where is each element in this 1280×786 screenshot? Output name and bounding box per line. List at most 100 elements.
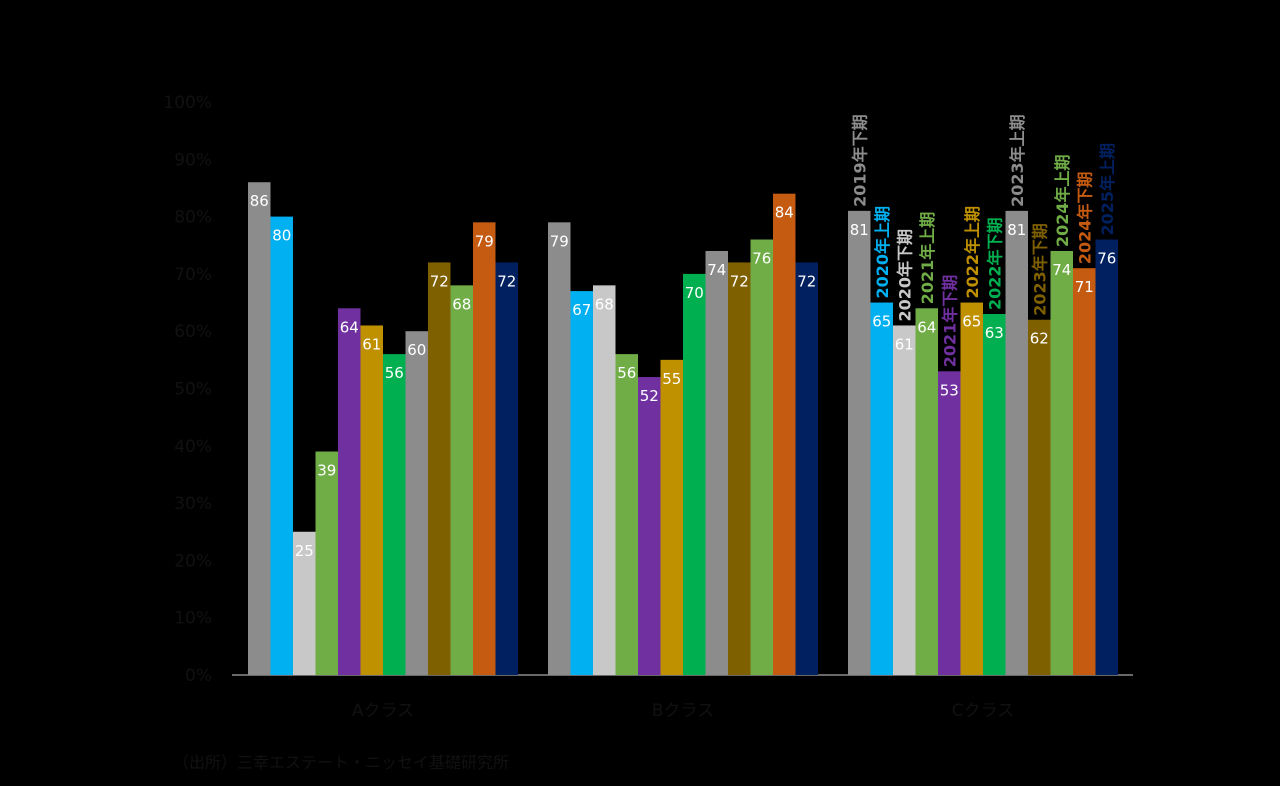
- bar-value-label: 79: [475, 232, 494, 250]
- y-tick-label: 0%: [185, 666, 212, 686]
- bar: [293, 531, 316, 675]
- bar: [1028, 319, 1051, 675]
- bar: [315, 451, 338, 675]
- y-tick-label: 40%: [174, 437, 212, 457]
- bar: [450, 285, 473, 675]
- bar: [893, 325, 916, 675]
- bar: [473, 222, 496, 675]
- series-label: 2019年下期: [850, 114, 869, 207]
- bar-value-label: 61: [362, 335, 381, 353]
- x-category-label: Bクラス: [652, 701, 714, 721]
- bar: [1095, 239, 1118, 675]
- bar: [915, 308, 938, 675]
- bar-value-label: 74: [707, 261, 726, 279]
- bar-value-label: 55: [662, 370, 681, 388]
- bar: [960, 302, 983, 675]
- bar: [383, 354, 406, 675]
- bar: [983, 314, 1006, 675]
- y-tick-label: 80%: [174, 208, 212, 228]
- bar-value-label: 68: [452, 295, 471, 313]
- bar-value-label: 72: [730, 272, 749, 290]
- bar-value-label: 72: [430, 272, 449, 290]
- bar: [1005, 210, 1028, 675]
- bar-value-label: 67: [572, 301, 591, 319]
- bar-value-label: 84: [775, 204, 794, 222]
- bar-value-label: 80: [272, 227, 291, 245]
- bar: [705, 250, 728, 676]
- series-label: 2021年上期: [918, 212, 937, 305]
- series-label: 2025年上期: [1098, 143, 1117, 236]
- y-tick-label: 100%: [163, 93, 212, 113]
- bar-value-label: 52: [640, 387, 659, 405]
- bar: [593, 285, 616, 675]
- y-tick-label: 70%: [174, 265, 212, 285]
- bar-value-label: 65: [872, 313, 891, 331]
- series-label: 2024年下期: [1075, 172, 1094, 265]
- bar: [548, 222, 571, 675]
- series-label: 2022年下期: [985, 217, 1004, 310]
- bar: [728, 262, 751, 675]
- series-label: 2020年上期: [873, 206, 892, 299]
- series-label: 2023年上期: [1008, 114, 1027, 207]
- bar: [638, 377, 661, 675]
- bar-value-label: 65: [962, 313, 981, 331]
- bar-value-label: 79: [550, 232, 569, 250]
- bar: [683, 273, 706, 675]
- bar-value-label: 71: [1075, 278, 1094, 296]
- bar: [848, 210, 871, 675]
- bar-value-label: 60: [407, 341, 426, 359]
- bar-value-label: 56: [617, 364, 636, 382]
- series-label: 2020年下期: [895, 229, 914, 322]
- bar: [773, 193, 796, 675]
- bar: [360, 325, 383, 675]
- bar: [338, 308, 361, 675]
- bar: [615, 354, 638, 675]
- bar-value-label: 76: [752, 250, 771, 268]
- bar: [1050, 250, 1073, 676]
- bar: [660, 359, 683, 675]
- bar-value-label: 64: [340, 318, 359, 336]
- bar: [270, 216, 293, 675]
- bar-value-label: 86: [250, 192, 269, 210]
- bar-value-label: 56: [385, 364, 404, 382]
- bar: [495, 262, 518, 675]
- bar-value-label: 70: [685, 284, 704, 302]
- series-label: 2024年上期: [1053, 154, 1072, 247]
- bar: [795, 262, 818, 675]
- bar-value-label: 68: [595, 295, 614, 313]
- y-tick-label: 90%: [174, 150, 212, 170]
- bar: [405, 331, 428, 675]
- bar-value-label: 81: [850, 221, 869, 239]
- bar-value-label: 39: [317, 462, 336, 480]
- bar: [1073, 268, 1096, 675]
- y-tick-label: 10%: [174, 609, 212, 629]
- series-label: 2021年下期: [940, 275, 959, 368]
- y-tick-label: 30%: [174, 494, 212, 514]
- bar-value-label: 62: [1030, 330, 1049, 348]
- bar-value-label: 81: [1007, 221, 1026, 239]
- y-tick-label: 60%: [174, 322, 212, 342]
- x-category-label: Cクラス: [952, 701, 1015, 721]
- source-note: （出所）三幸エステート・ニッセイ基礎研究所: [173, 753, 510, 772]
- series-label: 2022年上期: [963, 206, 982, 299]
- bar-value-label: 72: [797, 272, 816, 290]
- bar-value-label: 53: [940, 381, 959, 399]
- bar: [750, 239, 773, 675]
- bar: [870, 302, 893, 675]
- bar: [428, 262, 451, 675]
- bar-value-label: 25: [295, 542, 314, 560]
- y-tick-label: 20%: [174, 551, 212, 571]
- y-tick-label: 50%: [174, 380, 212, 400]
- bar-value-label: 63: [985, 324, 1004, 342]
- bar-value-label: 72: [497, 272, 516, 290]
- series-label: 2023年下期: [1030, 223, 1049, 316]
- bar-value-label: 61: [895, 335, 914, 353]
- bar-value-label: 64: [917, 318, 936, 336]
- x-category-label: Aクラス: [352, 701, 414, 721]
- bar-value-label: 76: [1097, 250, 1116, 268]
- bar-value-label: 74: [1052, 261, 1071, 279]
- bar: [248, 182, 271, 675]
- bar: [570, 291, 593, 675]
